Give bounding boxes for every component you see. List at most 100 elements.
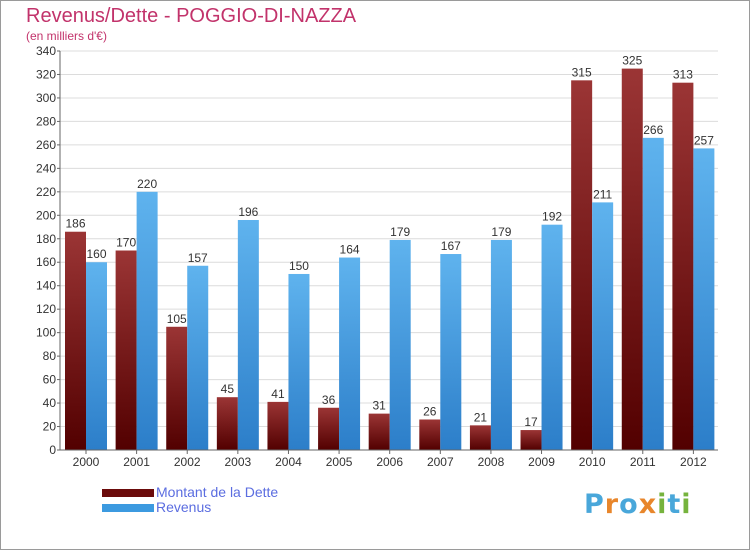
bar-dette bbox=[621, 68, 643, 451]
data-label-dette: 36 bbox=[322, 393, 336, 407]
data-label-dette: 105 bbox=[167, 312, 187, 326]
logo-letter: o bbox=[619, 489, 639, 520]
x-tick-label: 2012 bbox=[680, 455, 707, 469]
data-label-revenus: 196 bbox=[238, 205, 258, 219]
chart-subtitle: (en milliers d'€) bbox=[26, 29, 107, 43]
x-tick-label: 2003 bbox=[224, 455, 251, 469]
bar-dette bbox=[267, 401, 289, 450]
bar-revenus bbox=[541, 224, 563, 450]
legend-label-revenus: Revenus bbox=[156, 499, 212, 515]
data-label-revenus: 167 bbox=[441, 239, 461, 253]
data-label-revenus: 157 bbox=[188, 251, 208, 265]
x-tick-label: 2002 bbox=[174, 455, 201, 469]
data-label-revenus: 179 bbox=[390, 225, 410, 239]
y-tick-label: 340 bbox=[36, 44, 56, 58]
data-label-revenus: 160 bbox=[86, 247, 106, 261]
logo-letter: P bbox=[584, 489, 605, 520]
x-tick-label: 2000 bbox=[73, 455, 100, 469]
logo-letter: i bbox=[657, 489, 668, 520]
data-label-revenus: 257 bbox=[694, 133, 714, 147]
axes: 0 20 40 60 80 100 120 140 160 180 200 220 240 260 280 3… bbox=[36, 44, 718, 469]
y-tick-label: 20 bbox=[43, 420, 57, 434]
legend-swatch-revenus bbox=[102, 504, 154, 512]
x-tick-label: 2008 bbox=[478, 455, 505, 469]
x-tick-label: 2005 bbox=[326, 455, 353, 469]
y-tick-label: 260 bbox=[36, 138, 56, 152]
logo-letter: i bbox=[681, 489, 692, 520]
data-label-dette: 170 bbox=[116, 236, 136, 250]
data-label-dette: 313 bbox=[673, 68, 693, 82]
bar-revenus bbox=[389, 239, 411, 450]
x-tick-label: 2004 bbox=[275, 455, 302, 469]
x-tick-label: 2006 bbox=[376, 455, 403, 469]
data-label-revenus: 164 bbox=[340, 243, 360, 257]
data-label-dette: 315 bbox=[572, 65, 592, 79]
bar-dette bbox=[115, 250, 137, 450]
bar-dette bbox=[419, 419, 441, 450]
y-tick-label: 160 bbox=[36, 255, 56, 269]
y-tick-label: 200 bbox=[36, 208, 56, 222]
bar-dette bbox=[166, 326, 188, 450]
y-tick-label: 180 bbox=[36, 232, 56, 246]
data-label-dette: 325 bbox=[622, 54, 642, 68]
x-tick-label: 2010 bbox=[579, 455, 606, 469]
data-label-revenus: 179 bbox=[491, 225, 511, 239]
bar-dette bbox=[520, 430, 542, 450]
chart-title: Revenus/Dette - POGGIO-DI-NAZZA bbox=[26, 5, 357, 27]
data-label-dette: 17 bbox=[524, 415, 538, 429]
data-label-revenus: 266 bbox=[643, 123, 663, 137]
data-label-dette: 41 bbox=[271, 387, 285, 401]
proxiti-logo: Proxiti bbox=[584, 489, 692, 520]
y-tick-label: 280 bbox=[36, 114, 56, 128]
bar-revenus bbox=[592, 202, 614, 450]
bar-revenus bbox=[237, 219, 259, 450]
bar-dette bbox=[318, 407, 340, 450]
bar-dette bbox=[571, 80, 593, 451]
bar-dette bbox=[672, 82, 694, 450]
y-tick-label: 0 bbox=[49, 443, 56, 457]
data-label-dette: 21 bbox=[474, 410, 488, 424]
x-tick-label: 2009 bbox=[528, 455, 555, 469]
x-tick-label: 2001 bbox=[123, 455, 150, 469]
bar-dette bbox=[469, 425, 491, 450]
bars bbox=[65, 68, 715, 451]
y-tick-label: 220 bbox=[36, 185, 56, 199]
y-tick-label: 140 bbox=[36, 279, 56, 293]
logo-letter: t bbox=[667, 489, 682, 520]
bar-revenus bbox=[288, 273, 310, 450]
logo-letter: r bbox=[604, 489, 620, 520]
y-tick-label: 240 bbox=[36, 161, 56, 175]
gridlines bbox=[60, 50, 718, 451]
legend-label-debt: Montant de la Dette bbox=[156, 484, 279, 500]
bar-revenus bbox=[490, 239, 512, 450]
bar-revenus bbox=[86, 262, 107, 450]
bar-revenus bbox=[642, 137, 664, 450]
data-label-dette: 31 bbox=[373, 399, 387, 413]
y-tick-label: 40 bbox=[43, 396, 57, 410]
bar-revenus bbox=[136, 191, 158, 450]
x-tick-label: 2007 bbox=[427, 455, 454, 469]
bar-revenus bbox=[693, 148, 715, 450]
data-label-revenus: 150 bbox=[289, 259, 309, 273]
x-tick-label: 2011 bbox=[630, 455, 656, 469]
data-label-revenus: 211 bbox=[593, 187, 612, 201]
legend-swatch-debt bbox=[102, 489, 154, 497]
bar-dette bbox=[65, 231, 86, 450]
data-label-revenus: 220 bbox=[137, 177, 157, 191]
bar-revenus bbox=[187, 265, 209, 450]
logo-letter: x bbox=[638, 489, 658, 520]
y-tick-label: 300 bbox=[36, 91, 56, 105]
y-tick-label: 320 bbox=[36, 67, 56, 81]
data-label-dette: 186 bbox=[65, 217, 85, 231]
y-tick-label: 100 bbox=[36, 326, 56, 340]
bar-revenus bbox=[339, 257, 361, 450]
bar-dette bbox=[368, 413, 390, 450]
data-label-dette: 26 bbox=[423, 404, 437, 418]
data-label-dette: 45 bbox=[221, 382, 235, 396]
data-label-revenus: 192 bbox=[542, 210, 562, 224]
y-tick-label: 120 bbox=[36, 302, 56, 316]
y-tick-label: 80 bbox=[43, 349, 57, 363]
bar-dette bbox=[216, 397, 238, 450]
y-tick-label: 60 bbox=[43, 373, 57, 387]
